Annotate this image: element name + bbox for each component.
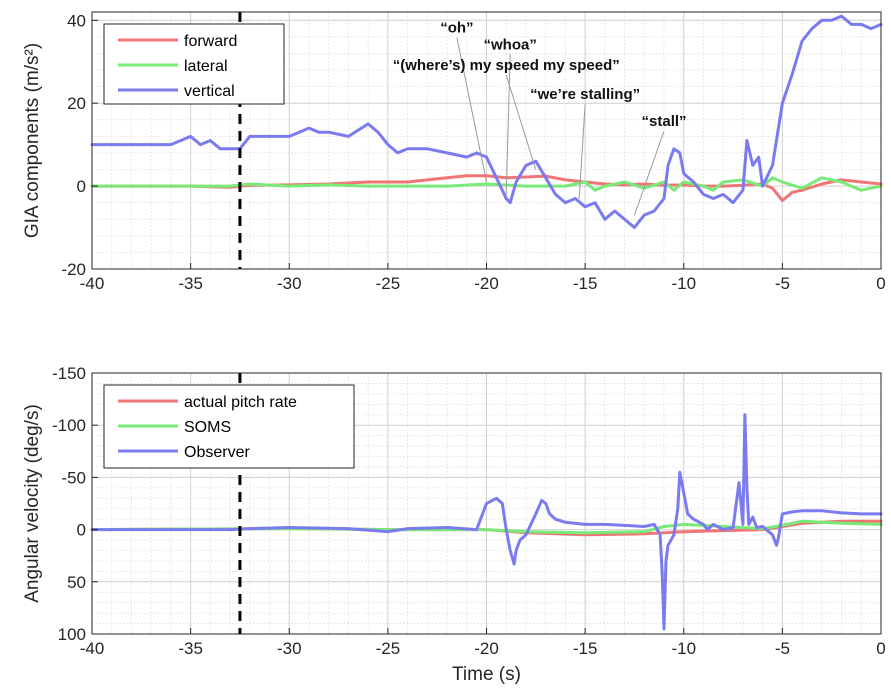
x-tick-label: -5 [775,274,790,293]
series-line-vertical [90,14,883,229]
x-axis-label: Time (s) [452,664,521,685]
x-tick-label: -35 [178,274,203,293]
x-tick-label: 0 [876,639,885,658]
x-tick-label: 0 [876,274,885,293]
x-tick-label: -30 [277,274,302,293]
annotation-label: “we’re stalling” [530,86,640,103]
series-line-forward [90,174,883,203]
y-tick-label: 20 [67,94,86,113]
x-tick-label: -30 [277,639,302,658]
annotation-label: “whoa” [483,36,536,53]
legend-label: forward [184,33,237,50]
y-tick-label: 0 [77,521,86,540]
y-axis-label: Angular velocity (deg/s) [22,404,43,603]
series-line-observer [90,413,883,631]
x-tick-label: -25 [376,274,401,293]
y-tick-label: 100 [58,625,86,644]
legend-label: lateral [184,58,228,75]
annotation-leader-line [578,104,586,199]
y-tick-label: 40 [67,11,86,30]
y-tick-label: 0 [77,177,86,196]
annotation-label: “(where’s) my speed my speed” [393,57,620,74]
x-tick-label: -15 [573,274,598,293]
x-tick-label: -40 [80,274,105,293]
legend: forward lateral vertical [103,23,285,105]
annotation-label: “stall” [642,113,687,130]
annotation-leader-line [456,37,487,183]
y-tick-label: -20 [61,260,86,279]
y-tick-label: -50 [61,468,86,487]
x-tick-label: -5 [775,639,790,658]
annotations: “oh” “whoa” “(where’s) my speed my speed” “… [393,20,687,216]
annotation-leader-line [505,54,511,195]
tick-labels: -40 -35 -30 -25 -20 -15 -10 -5 0 40 20 0 -20 [61,11,885,293]
x-tick-label: -35 [178,639,203,658]
legend-label: actual pitch rate [184,394,297,411]
angular-velocity-panel: -40 -35 -30 -25 -20 -15 -10 -5 0-150-100-5005010… [22,364,886,685]
legend-label: vertical [184,83,235,100]
y-tick-label: -100 [52,416,86,435]
x-tick-label: -10 [671,639,696,658]
x-tick-label: -10 [671,274,696,293]
legend-label: Observer [184,444,250,461]
y-tick-label: -150 [52,364,86,383]
x-tick-label: -20 [474,274,499,293]
x-tick-label: -40 [80,639,105,658]
annotation-label: “oh” [440,20,473,37]
x-tick-label: -20 [474,639,499,658]
y-axis-label: GIA components (m/s²) [22,43,43,238]
annotation-leader-line [633,130,665,216]
y-tick-label: 50 [67,573,86,592]
annotation-leader-line [505,74,537,170]
x-tick-label: -15 [573,639,598,658]
tick-labels: -40 -35 -30 -25 -20 -15 -10 -5 0-150-100-5005010… [52,364,886,658]
series-group [90,14,883,229]
x-tick-label: -25 [376,639,401,658]
legend-label: SOMS [184,419,231,436]
gia-components-panel: “oh” “whoa” “(where’s) my speed my speed” “… [22,11,886,293]
legend: actual pitch rate SOMS Observer [103,384,355,469]
series-line-lateral [90,176,883,192]
series-group [90,413,883,631]
